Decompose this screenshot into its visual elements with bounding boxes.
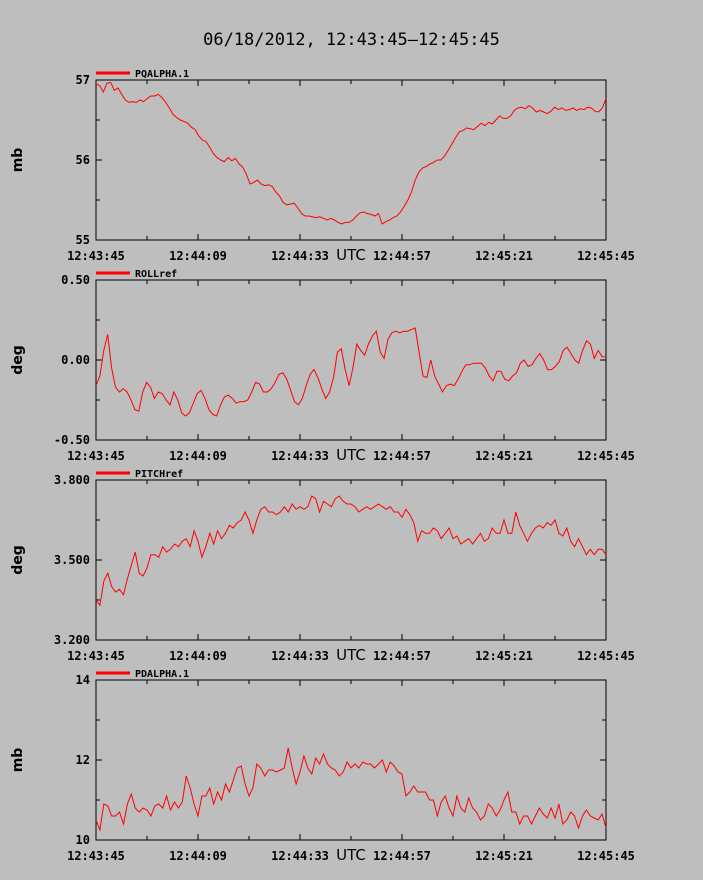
y-tick-label: 3.800: [54, 473, 90, 487]
legend-label: PQALPHA.1: [135, 69, 189, 80]
x-tick-label: 12:45:21: [475, 649, 533, 663]
legend-label: ROLLref: [135, 269, 177, 280]
x-tick-label: 12:44:33: [271, 849, 329, 863]
y-tick-label: 55: [76, 233, 90, 247]
y-tick-label: 57: [76, 73, 90, 87]
legend-label: PDALPHA.1: [135, 669, 189, 680]
x-tick-label: 12:44:57: [373, 849, 431, 863]
x-tick-label: 12:44:33: [271, 649, 329, 663]
y-tick-label: 0.50: [61, 273, 90, 287]
y-tick-label: 3.200: [54, 633, 90, 647]
y-axis-label: deg: [10, 345, 26, 375]
y-axis-label: mb: [10, 148, 26, 173]
y-axis-label: mb: [10, 748, 26, 773]
y-tick-label: 3.500: [54, 553, 90, 567]
y-axis-label: deg: [10, 545, 26, 575]
x-axis-label: UTC: [336, 246, 366, 264]
x-tick-label: 12:44:33: [271, 249, 329, 263]
x-tick-label: 12:43:45: [67, 649, 125, 663]
x-tick-label: 12:43:45: [67, 449, 125, 463]
series-line: [95, 327, 606, 417]
x-tick-label: 12:45:45: [577, 449, 635, 463]
y-tick-label: 12: [76, 753, 90, 767]
page-title: 06/18/2012, 12:43:45–12:45:45: [203, 30, 500, 50]
plot-frame: [95, 79, 607, 241]
x-tick-label: 12:45:21: [475, 449, 533, 463]
x-tick-label: 12:44:09: [169, 649, 227, 663]
x-tick-label: 12:44:57: [373, 649, 431, 663]
series-line: [95, 747, 607, 832]
x-tick-label: 12:44:09: [169, 449, 227, 463]
plot-frame: [95, 279, 607, 441]
x-tick-label: 12:43:45: [67, 849, 125, 863]
series-line: [95, 495, 607, 607]
x-tick-label: 12:45:45: [577, 849, 635, 863]
x-axis-label: UTC: [336, 846, 366, 864]
x-tick-label: 12:45:21: [475, 249, 533, 263]
y-tick-label: -0.50: [54, 433, 90, 447]
x-axis-label: UTC: [336, 446, 366, 464]
y-tick-label: 14: [76, 673, 90, 687]
x-tick-label: 12:45:45: [577, 249, 635, 263]
x-tick-label: 12:45:21: [475, 849, 533, 863]
x-tick-label: 12:44:09: [169, 249, 227, 263]
x-tick-label: 12:45:45: [577, 649, 635, 663]
y-tick-label: 0.00: [61, 353, 90, 367]
x-tick-label: 12:44:57: [373, 449, 431, 463]
series-line: [95, 81, 607, 225]
y-tick-label: 56: [76, 153, 90, 167]
x-tick-label: 12:43:45: [67, 249, 125, 263]
x-tick-label: 12:44:57: [373, 249, 431, 263]
x-tick-label: 12:44:33: [271, 449, 329, 463]
x-axis-label: UTC: [336, 646, 366, 664]
x-tick-label: 12:44:09: [169, 849, 227, 863]
legend-label: PITCHref: [135, 469, 183, 480]
plot-frame: [95, 679, 607, 841]
y-tick-label: 10: [76, 833, 90, 847]
